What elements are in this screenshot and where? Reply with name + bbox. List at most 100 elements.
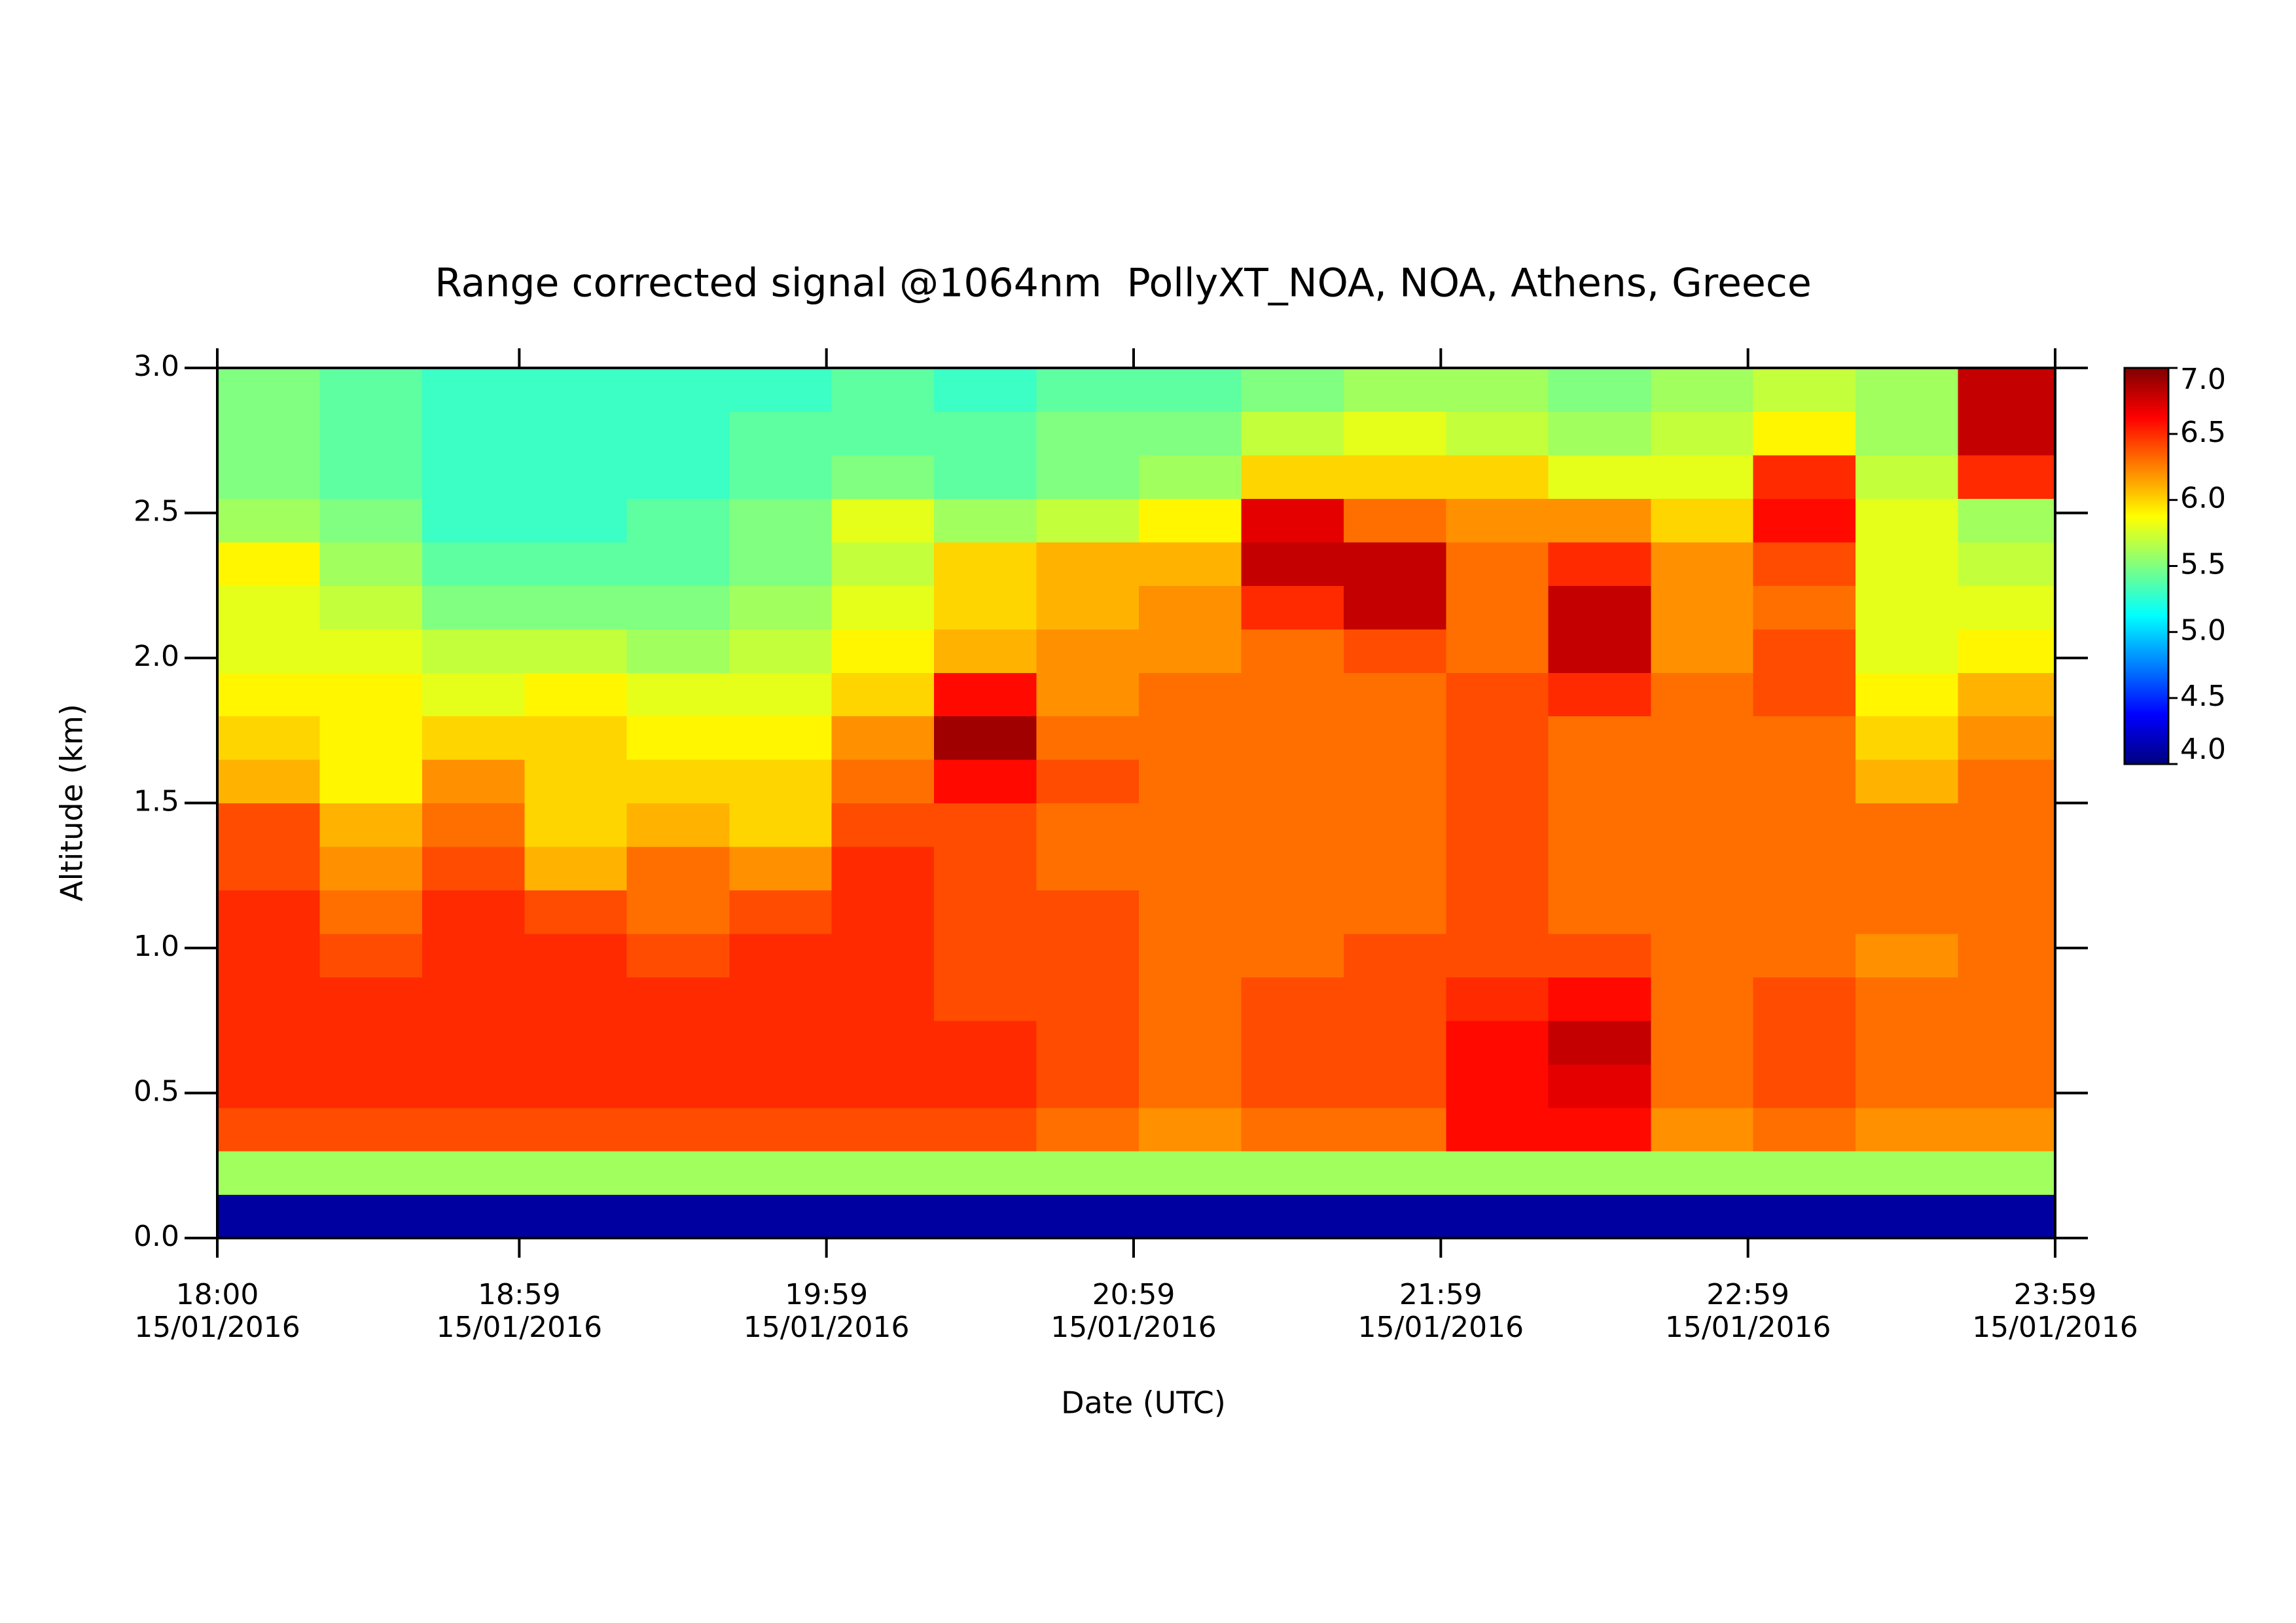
heat-cell: [1241, 1151, 1344, 1195]
x-tick-label: 22:59: [1706, 1278, 1789, 1311]
y-tick-label: 1.0: [134, 930, 179, 963]
heat-cell: [422, 977, 525, 1021]
heat-cell: [1344, 411, 1446, 456]
y-tick-label: 2.5: [134, 495, 179, 528]
heat-cell: [729, 716, 833, 760]
heat-cell: [933, 759, 1037, 804]
heat-cell: [933, 411, 1037, 456]
heat-cell: [933, 454, 1037, 499]
heat-cell: [729, 759, 833, 804]
heat-cell: [626, 1194, 730, 1239]
heat-cell: [1138, 498, 1242, 543]
heat-cell: [626, 890, 730, 934]
heat-cell: [729, 933, 833, 977]
heat-cell: [524, 1107, 628, 1152]
heat-cell: [319, 411, 423, 456]
heat-cell: [626, 716, 730, 760]
heat-cell: [422, 1064, 525, 1108]
heat-cell: [217, 933, 320, 977]
heat-cell: [626, 1151, 730, 1195]
heat-cell: [1138, 1107, 1242, 1152]
heat-cell: [626, 1020, 730, 1065]
heat-cell: [1548, 1064, 1651, 1108]
heat-cell: [1753, 1107, 1856, 1152]
heat-cell: [1138, 1151, 1242, 1195]
heat-cell: [729, 1107, 833, 1152]
heat-cell: [217, 977, 320, 1021]
heat-cell: [1855, 585, 1959, 630]
heat-cell: [1241, 803, 1344, 847]
heat-cell: [1344, 1107, 1446, 1152]
heat-cell: [831, 454, 935, 499]
heat-cell: [1548, 541, 1651, 586]
heat-cell: [1651, 541, 1754, 586]
heat-cell: [1753, 803, 1856, 847]
heat-cell: [319, 977, 423, 1021]
heat-cell: [933, 585, 1037, 630]
heat-cell: [1753, 541, 1856, 586]
heat-cell: [1138, 716, 1242, 760]
heat-cell: [1241, 498, 1344, 543]
heat-cell: [1753, 454, 1856, 499]
heat-cell: [1548, 846, 1651, 890]
heat-cell: [524, 368, 628, 412]
heat-cell: [1753, 1151, 1856, 1195]
heat-cell: [933, 1064, 1037, 1108]
heat-cell: [831, 629, 935, 673]
heat-cell: [626, 411, 730, 456]
heat-cell: [1241, 454, 1344, 499]
heat-cell: [1138, 933, 1242, 977]
x-axis-title: Date (UTC): [1061, 1385, 1226, 1421]
heat-cell: [1241, 1194, 1344, 1239]
heat-cell: [217, 629, 320, 673]
heat-cell: [626, 585, 730, 630]
heat-cell: [831, 1151, 935, 1195]
y-tick-label: 0.0: [134, 1220, 179, 1253]
heat-cell: [1548, 759, 1651, 804]
heat-cell: [1446, 454, 1549, 499]
heat-cell: [729, 890, 833, 934]
heat-cell: [1855, 977, 1959, 1021]
heat-cell: [422, 672, 525, 717]
heat-cell: [319, 1064, 423, 1108]
heat-cell: [626, 1064, 730, 1108]
heat-cell: [1651, 1194, 1754, 1239]
heat-cell: [1548, 454, 1651, 499]
heat-cell: [933, 977, 1037, 1021]
heat-cell: [1036, 672, 1139, 717]
heat-cell: [524, 454, 628, 499]
heat-cell: [217, 759, 320, 804]
heat-cell: [1753, 846, 1856, 890]
heat-cell: [1958, 672, 2056, 717]
heat-cell: [1036, 716, 1139, 760]
heat-cell: [1548, 977, 1651, 1021]
x-tick-date: 15/01/2016: [1972, 1311, 2138, 1344]
heat-cell: [1753, 1020, 1856, 1065]
heat-cell: [1241, 977, 1344, 1021]
heat-cell: [831, 890, 935, 934]
heat-cell: [1241, 368, 1344, 412]
heat-cell: [1855, 890, 1959, 934]
heat-cell: [729, 672, 833, 717]
heat-cell: [1855, 541, 1959, 586]
heat-cell: [1651, 1020, 1754, 1065]
heat-cell: [1036, 1107, 1139, 1152]
heat-cell: [1651, 890, 1754, 934]
heat-cell: [1753, 716, 1856, 760]
heat-cell: [626, 759, 730, 804]
x-tick-date: 15/01/2016: [134, 1311, 300, 1344]
heat-cell: [1958, 585, 2056, 630]
heat-cell: [1958, 541, 2056, 586]
heat-cell: [831, 1194, 935, 1239]
heat-cell: [217, 803, 320, 847]
heat-cell: [319, 672, 423, 717]
heat-cell: [1344, 629, 1446, 673]
x-tick-date: 15/01/2016: [1050, 1311, 1217, 1344]
heat-cell: [933, 498, 1037, 543]
heat-cell: [831, 846, 935, 890]
heat-cell: [1344, 890, 1446, 934]
heat-cell: [1651, 411, 1754, 456]
heat-cell: [524, 1064, 628, 1108]
heat-cell: [933, 1020, 1037, 1065]
heat-cell: [217, 716, 320, 760]
